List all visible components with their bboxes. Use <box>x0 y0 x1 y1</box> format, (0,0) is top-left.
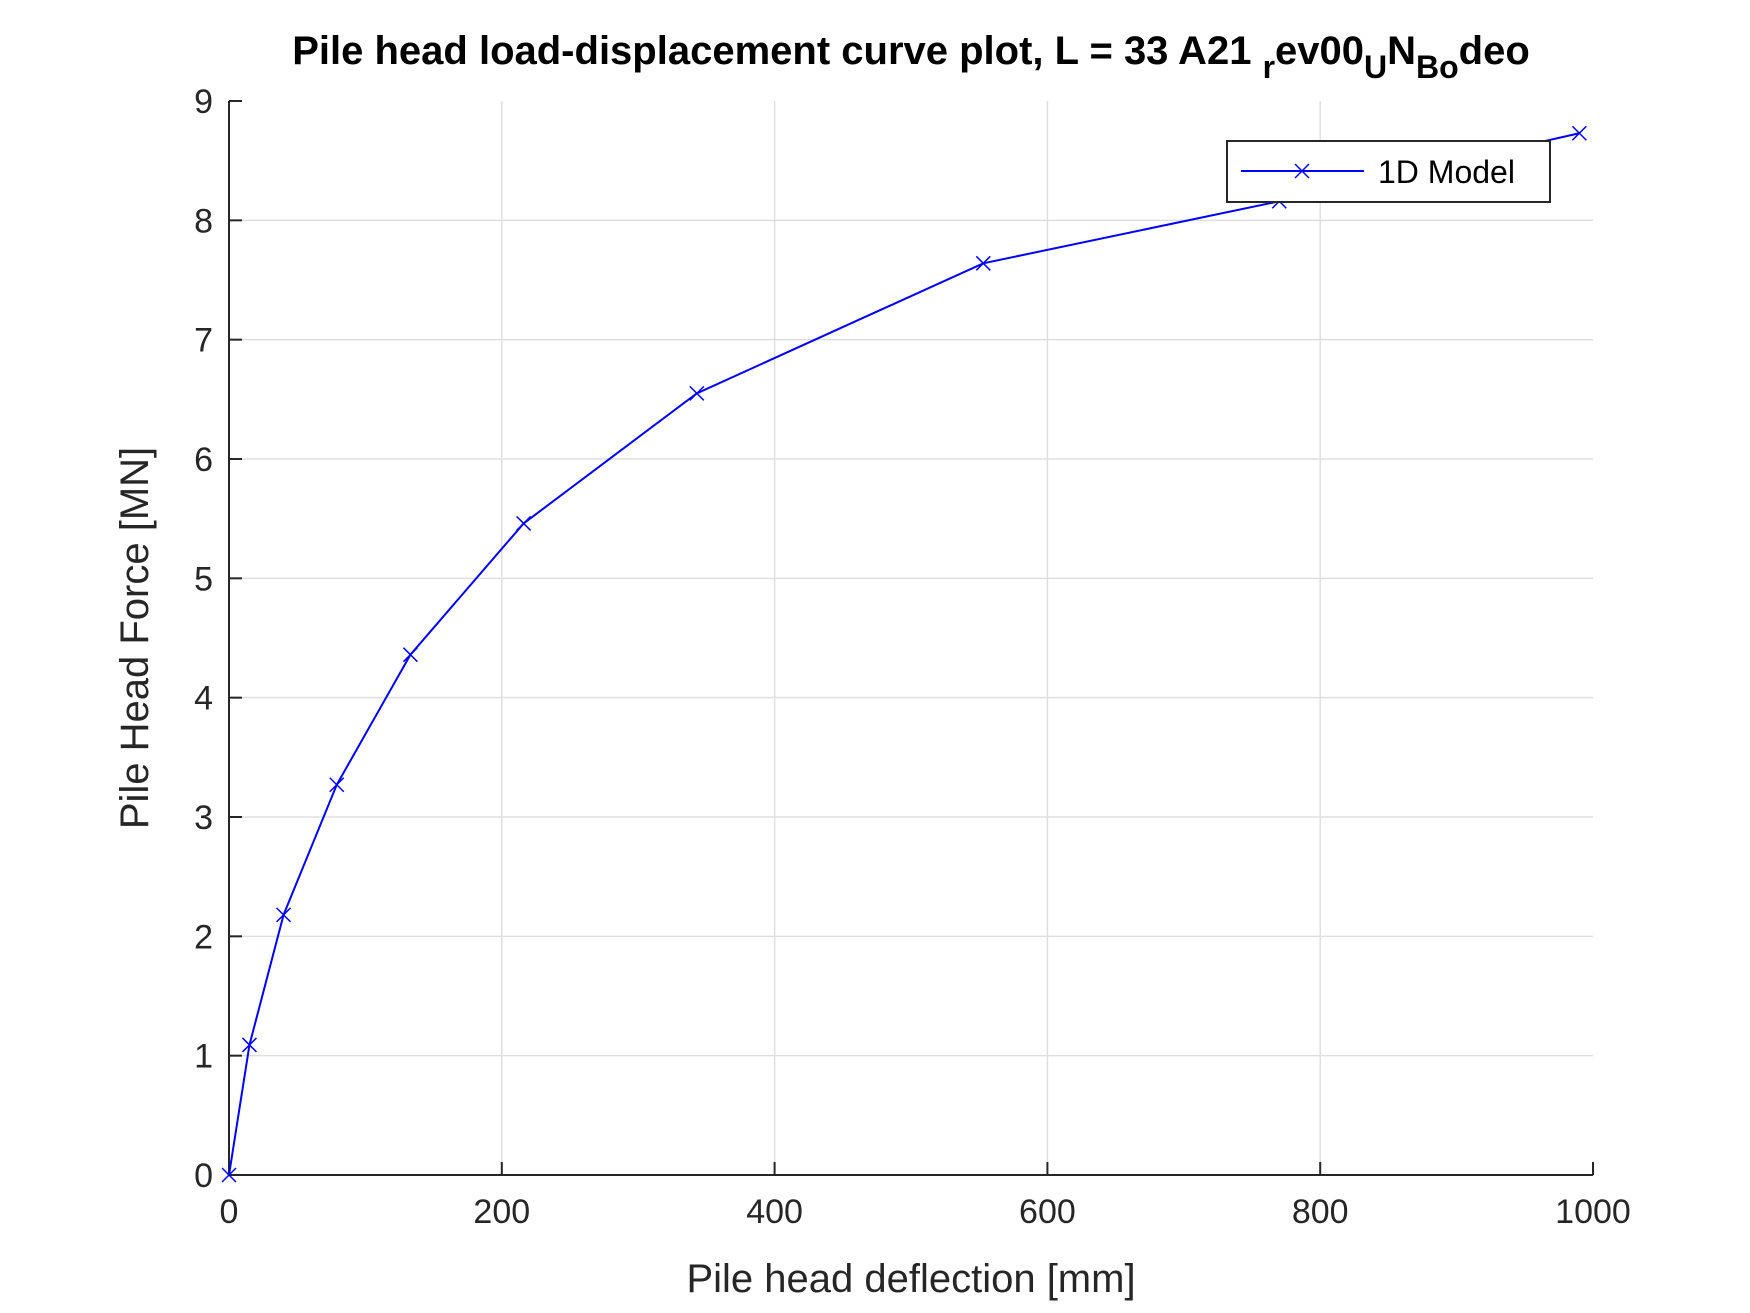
data-point <box>689 385 705 401</box>
x-tick-label: 800 <box>1292 1193 1349 1231</box>
y-tick-label: 8 <box>194 202 213 240</box>
data-point <box>276 907 292 923</box>
chart-title-part: N <box>1387 29 1416 73</box>
y-tick-label: 6 <box>194 441 213 479</box>
chart-title-part: deo <box>1459 29 1530 73</box>
data-point <box>241 1037 257 1053</box>
chart-title-subscript: Bo <box>1416 49 1459 85</box>
axes <box>228 100 1594 1176</box>
chart-title-main: Pile head load-displacement curve plot, … <box>292 29 1251 73</box>
data-point <box>516 515 532 531</box>
y-axis-label: Pile Head Force [MN] <box>113 447 157 829</box>
y-tick-label: 1 <box>194 1038 213 1076</box>
x-tick-label: 400 <box>746 1193 803 1231</box>
y-tick-label: 2 <box>194 918 213 956</box>
chart-title: Pile head load-displacement curve plot, … <box>292 29 1530 85</box>
x-axis-label: Pile head deflection [mm] <box>686 1257 1135 1301</box>
grid <box>229 101 1593 1175</box>
x-tick-label: 1000 <box>1555 1193 1631 1231</box>
chart-title-part: ev00 <box>1275 29 1364 73</box>
y-tick-label: 5 <box>194 560 213 598</box>
data-point <box>1571 125 1587 141</box>
y-tick-label: 3 <box>194 799 213 837</box>
x-tick-label: 600 <box>1019 1193 1076 1231</box>
x-tick-label: 0 <box>220 1193 239 1231</box>
y-tick-label: 4 <box>194 680 213 718</box>
data-point <box>329 777 345 793</box>
chart-title-subscript: r <box>1263 49 1275 85</box>
tick-labels: 0 200 400 600 800 1000 0 1 2 3 4 5 6 7 8 9 <box>194 83 1631 1231</box>
legend-marker-icon <box>1294 163 1310 179</box>
series-line-1d-model <box>228 132 1580 1176</box>
data-point <box>221 1167 237 1183</box>
series <box>221 125 1587 1183</box>
y-tick-label: 9 <box>194 83 213 121</box>
y-tick-label: 0 <box>194 1157 213 1195</box>
legend-entry-1d-model: 1D Model <box>1378 154 1515 190</box>
data-point <box>402 647 418 663</box>
y-tick-label: 7 <box>194 322 213 360</box>
data-point <box>975 255 991 271</box>
legend: 1D Model <box>1226 140 1551 203</box>
x-tick-label: 200 <box>473 1193 530 1231</box>
chart-title-subscript: U <box>1364 49 1387 85</box>
